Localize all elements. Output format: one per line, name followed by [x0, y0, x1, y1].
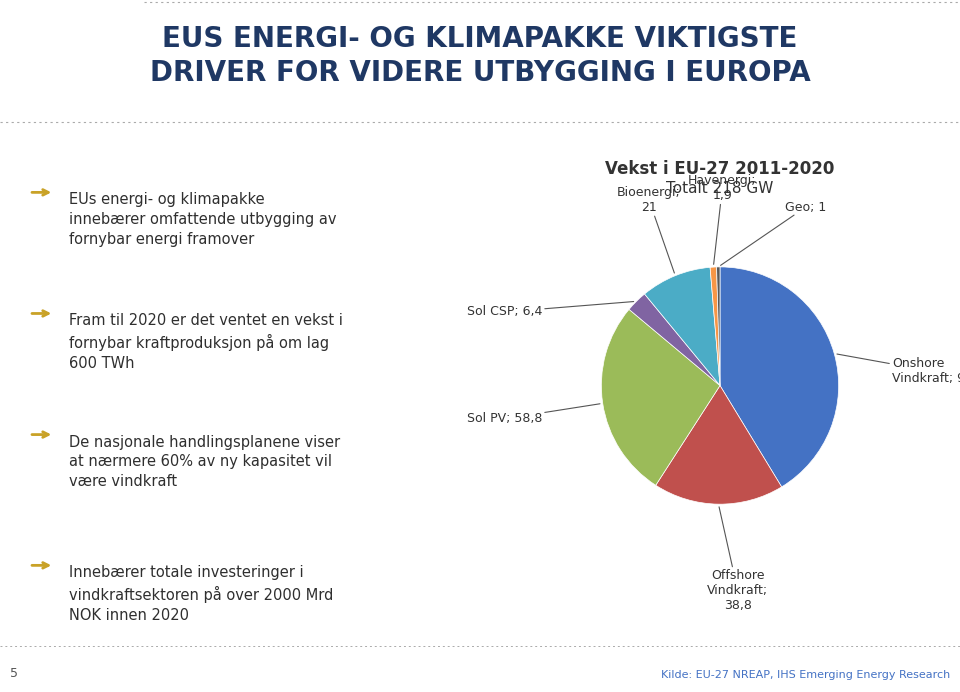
Wedge shape	[629, 294, 720, 385]
Text: Fram til 2020 er det ventet en vekst i
fornybar kraftproduksjon på om lag
600 TW: Fram til 2020 er det ventet en vekst i f…	[69, 313, 343, 371]
Text: Bioenergi;
21: Bioenergi; 21	[617, 185, 681, 273]
Text: De nasjonale handlingsplanene viser
at nærmere 60% av ny kapasitet vil
være vind: De nasjonale handlingsplanene viser at n…	[69, 435, 340, 489]
Text: Innebærer totale investeringer i
vindkraftsektoren på over 2000 Mrd
NOK innen 20: Innebærer totale investeringer i vindkra…	[69, 565, 333, 623]
Text: Kilde: EU-27 NREAP, IHS Emerging Energy Research: Kilde: EU-27 NREAP, IHS Emerging Energy …	[661, 670, 950, 680]
Text: Onshore
Vindkraft; 90: Onshore Vindkraft; 90	[837, 354, 960, 385]
Text: Sol PV; 58,8: Sol PV; 58,8	[467, 403, 600, 426]
Text: Totalt 218 GW: Totalt 218 GW	[666, 181, 774, 196]
Wedge shape	[601, 309, 720, 485]
Text: Offshore
Vindkraft;
38,8: Offshore Vindkraft; 38,8	[708, 507, 768, 612]
Text: Vekst i EU-27 2011-2020: Vekst i EU-27 2011-2020	[606, 160, 834, 178]
Wedge shape	[656, 385, 781, 504]
Text: Sol CSP; 6,4: Sol CSP; 6,4	[467, 302, 634, 318]
Text: 5: 5	[10, 666, 17, 680]
Wedge shape	[720, 267, 839, 487]
Text: EUs energi- og klimapakke
innebærer omfattende utbygging av
fornybar energi fram: EUs energi- og klimapakke innebærer omfa…	[69, 192, 337, 247]
Text: Havenergi;
1,9: Havenergi; 1,9	[688, 174, 756, 264]
Wedge shape	[710, 267, 720, 385]
Wedge shape	[716, 267, 720, 385]
Wedge shape	[644, 267, 720, 385]
Text: EUS ENERGI- OG KLIMAPAKKE VIKTIGSTE
DRIVER FOR VIDERE UTBYGGING I EUROPA: EUS ENERGI- OG KLIMAPAKKE VIKTIGSTE DRIV…	[150, 25, 810, 87]
Text: Geo; 1: Geo; 1	[721, 201, 827, 265]
